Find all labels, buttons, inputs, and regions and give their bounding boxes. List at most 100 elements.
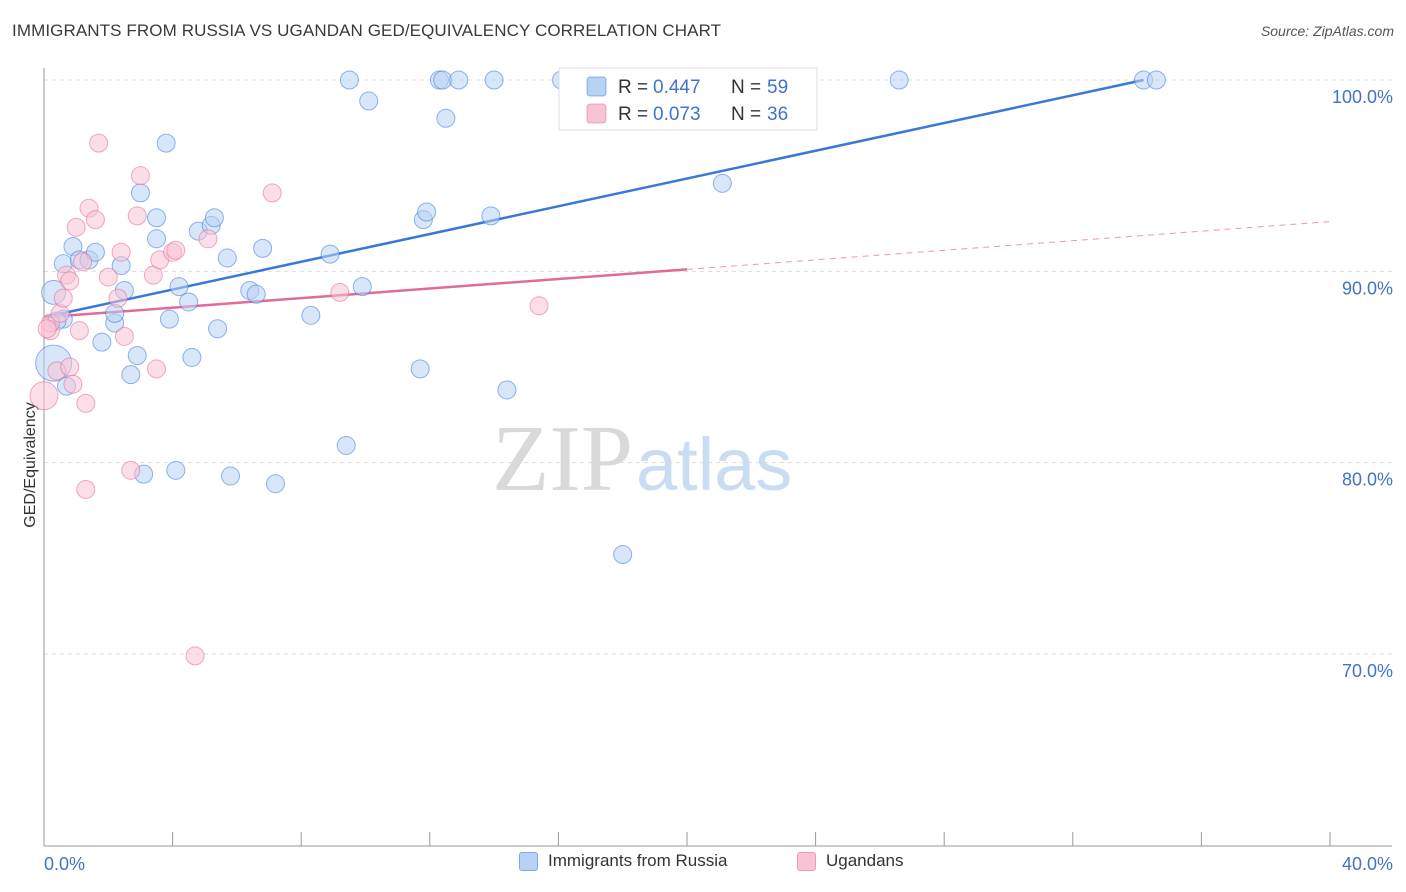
point-russia [127,346,147,366]
legend-label-ugandans: Ugandans [826,851,904,870]
point-russia [613,545,633,565]
y-tick-label: 100.0% [1332,87,1393,107]
point-russia [169,277,189,297]
legend-n-label-russia: N = [731,77,761,98]
point-russia [208,319,228,339]
legend-label-russia: Immigrants from Russia [548,851,728,870]
point-ugandans [147,359,167,379]
point-ugandans [89,133,109,153]
point-russia [121,365,141,385]
y-tick-label: 90.0% [1342,278,1393,298]
legend-swatch-ugandans [586,103,607,124]
point-ugandans [76,393,96,413]
point-russia [217,248,237,268]
point-russia [246,284,266,304]
point-ugandans [111,242,131,262]
point-russia [417,202,437,222]
point-ugandans [53,288,73,308]
watermark-atlas: atlas [636,423,792,506]
axes [43,68,1392,847]
point-ugandans [108,288,128,308]
trend-line-russia [43,78,1144,319]
point-russia [253,238,273,258]
point-ugandans [63,374,83,394]
y-tick-label: 80.0% [1342,470,1393,490]
point-ugandans [73,252,93,272]
point-russia [166,460,186,480]
point-russia [359,91,379,111]
point-russia [320,244,340,264]
data-points [29,70,1166,666]
point-ugandans [85,210,105,230]
point-ugandans [114,326,134,346]
legend-r-label-russia: R = [618,77,648,98]
point-russia [336,435,356,455]
legend-top: R = 0.447 N = 59 R = 0.073 N = 36 [558,67,818,131]
legend-swatch-ugandans [797,851,816,871]
point-russia [433,70,453,90]
point-ugandans [76,479,96,499]
point-russia [156,133,176,153]
point-ugandans [69,321,89,341]
point-ugandans [98,267,118,287]
source-label: Source: ZipAtlas.com [1260,23,1394,39]
point-ugandans [185,646,205,666]
point-ugandans [121,460,141,480]
point-russia [105,303,125,323]
point-russia [92,332,112,352]
point-russia [436,108,456,128]
point-russia [1146,70,1166,90]
x-tick-label: 40.0% [1342,854,1393,874]
point-ugandans [330,282,350,302]
point-ugandans [198,229,218,249]
watermark: ZIP atlas [492,407,792,511]
legend-r-label-ugandans: R = [618,104,648,125]
point-ugandans [37,319,57,339]
point-russia [159,309,179,329]
tick-labels: 100.0% 90.0% 80.0% 70.0% 0.0% 40.0% [44,87,1393,874]
watermark-zip: ZIP [492,407,633,511]
point-ugandans [130,166,150,186]
legend-r-value-ugandans: 0.073 [653,104,701,125]
point-russia [301,305,321,325]
chart-title: IMMIGRANTS FROM RUSSIA VS UGANDAN GED/EQ… [12,21,722,40]
point-ugandans [60,271,80,291]
point-russia [147,208,167,228]
point-russia [220,466,240,486]
legend-n-value-ugandans: 36 [767,104,788,125]
point-ugandans [166,240,186,260]
point-russia [130,183,150,203]
legend-item-ugandans[interactable]: Ugandans [797,851,904,871]
legend-r-value-russia: 0.447 [653,77,701,98]
legend-item-russia[interactable]: Immigrants from Russia [519,851,727,871]
point-ugandans [29,381,59,411]
point-russia [265,474,285,494]
point-russia [147,229,167,249]
point-russia [497,380,517,400]
legend-n-label-ugandans: N = [731,104,761,125]
legend-swatch-russia [519,851,538,871]
point-russia [339,70,359,90]
legend-n-value-russia: 59 [767,77,788,98]
legend-swatch-russia [586,76,607,97]
point-russia [204,208,224,228]
point-ugandans [66,217,86,237]
point-ugandans [60,357,80,377]
point-russia [182,347,202,367]
point-russia [85,242,105,262]
point-ugandans [50,303,70,323]
gridlines [44,79,1392,655]
point-russia [712,173,732,193]
point-russia [484,70,504,90]
legend-bottom: Immigrants from Russia Ugandans [0,851,1406,879]
point-ugandans [127,206,147,226]
point-russia [179,292,199,312]
point-russia [449,70,469,90]
x-tick-label: 0.0% [44,854,85,874]
trend-line-ugandans-extension [686,221,1331,270]
y-tick-label: 70.0% [1342,661,1393,681]
point-russia [889,70,909,90]
point-russia [352,277,372,297]
point-ugandans [529,296,549,316]
